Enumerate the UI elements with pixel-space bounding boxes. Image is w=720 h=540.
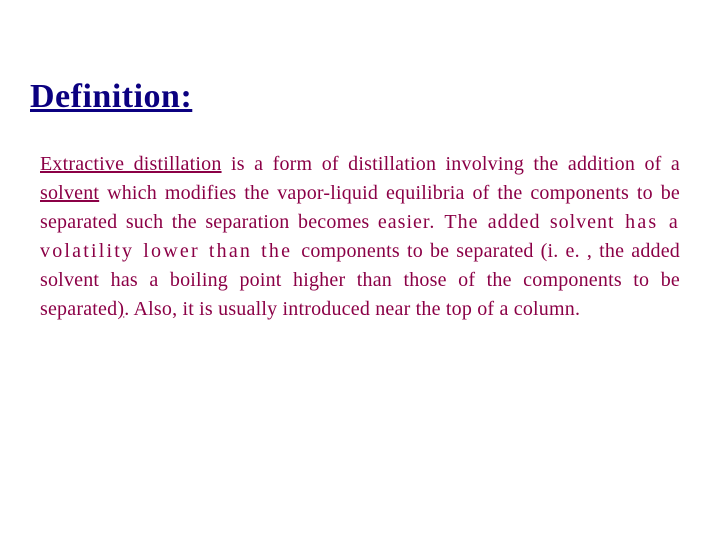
slide: Definition: Extractive distillation is a… <box>0 0 720 540</box>
term-solvent: solvent <box>40 182 99 204</box>
term-extractive-distillation: Extractive distillation <box>40 153 222 175</box>
body-seg-5: easier. The added solvent <box>378 211 615 233</box>
definition-body: Extractive distillation is a form of dis… <box>40 150 680 324</box>
body-seg-2: is a form of distillation involving the … <box>222 153 680 175</box>
definition-heading: Definition: <box>30 78 680 116</box>
body-seg-10: . Also, it is usually introduced near th… <box>124 298 580 320</box>
body-seg-7: components to be separated <box>301 240 533 262</box>
